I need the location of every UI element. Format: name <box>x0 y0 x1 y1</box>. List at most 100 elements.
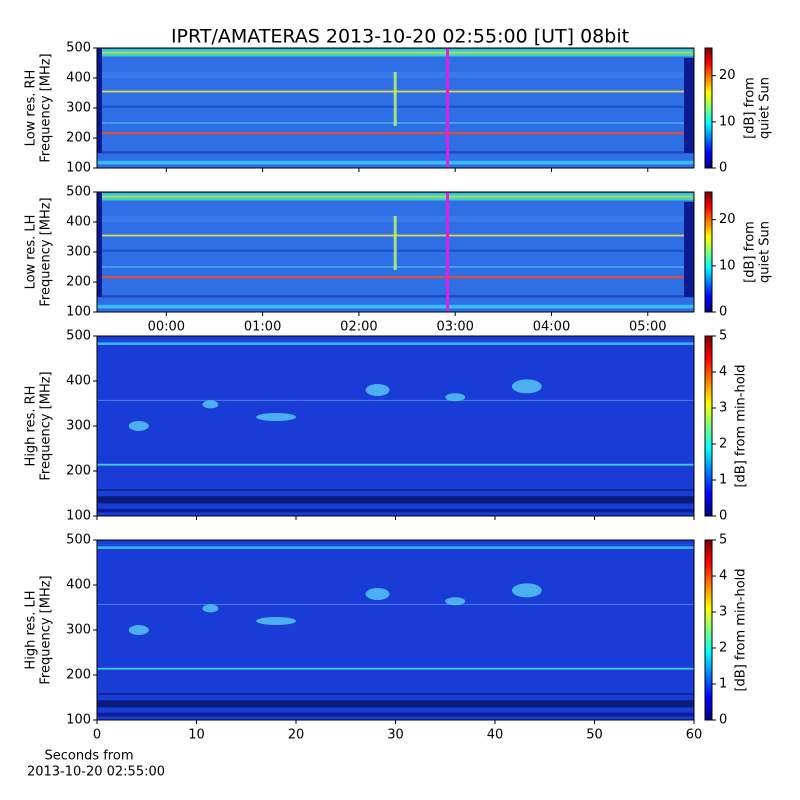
spectrogram-blob <box>365 384 390 396</box>
spectrogram-band <box>97 667 694 670</box>
spectrogram-blob <box>365 588 390 600</box>
colorbar-tick-label: 5 <box>719 533 727 548</box>
spectrogram-band <box>97 496 694 504</box>
x-tick-label: 10 <box>188 728 205 743</box>
spectrogram-band <box>97 693 694 695</box>
colorbar-tick-label: 2 <box>719 437 727 452</box>
x-axis-label: Seconds from <box>44 749 133 764</box>
y-axis-label: High res. RH <box>24 386 39 467</box>
spectrogram-band <box>97 700 694 708</box>
spectrogram-band <box>97 342 694 345</box>
x-tick-label: 05:00 <box>629 320 666 335</box>
x-tick-label: 00:00 <box>148 320 185 335</box>
y-axis-label: Frequency [MHz] <box>39 371 54 480</box>
colorbar-label: quiet Sun <box>758 221 773 283</box>
y-axis-label: Low res. LH <box>24 215 39 290</box>
panel: 100 200 300 400 500 High res. RH Frequency [MH… <box>24 329 749 524</box>
colorbar-tick-label: 10 <box>719 114 736 129</box>
colorbar <box>704 539 713 721</box>
spectrogram-band <box>97 546 694 549</box>
spectrogram-edge <box>97 192 102 297</box>
colorbar-tick-label: 0 <box>719 305 727 320</box>
y-tick-label: 500 <box>66 533 91 548</box>
y-tick-label: 500 <box>66 329 91 344</box>
spectrogram-blob <box>511 583 542 598</box>
x-tick-label: 20 <box>288 728 305 743</box>
y-tick-label: 200 <box>66 275 91 290</box>
colorbar-tick-label: 1 <box>719 473 727 488</box>
y-axis-label: Low res. RH <box>24 70 39 147</box>
spectrogram-edge <box>684 58 694 153</box>
spectrogram-blob <box>202 400 219 409</box>
colorbar-tick-label: 4 <box>719 365 727 380</box>
colorbar-label: [dB] from min-hold <box>734 568 749 691</box>
spectrogram-band <box>97 336 694 516</box>
y-tick-label: 300 <box>66 101 91 116</box>
y-axis-label: Frequency [MHz] <box>39 53 54 162</box>
spectrogram-burst <box>393 216 397 270</box>
colorbar-label: quiet Sun <box>758 77 773 139</box>
spectrogram-band <box>97 712 694 717</box>
colorbar <box>704 191 713 313</box>
x-tick-label: 60 <box>686 728 703 743</box>
y-axis-label: Frequency [MHz] <box>39 575 54 684</box>
spectrogram-blob <box>445 597 466 606</box>
colorbar-tick-label: 3 <box>719 401 727 416</box>
x-tick-label: 04:00 <box>533 320 570 335</box>
colorbar-tick-label: 0 <box>719 161 727 176</box>
spectrogram-band <box>97 508 694 513</box>
y-tick-label: 100 <box>66 161 91 176</box>
y-tick-label: 100 <box>66 305 91 320</box>
y-tick-label: 200 <box>66 668 91 683</box>
colorbar-label: [dB] from <box>743 221 758 283</box>
spectrogram-blob <box>511 379 542 394</box>
x-tick-label: 0 <box>93 728 101 743</box>
x-tick-label: 02:00 <box>340 320 377 335</box>
spectrogram-band <box>97 540 694 720</box>
colorbar-tick-label: 4 <box>719 569 727 584</box>
y-tick-label: 100 <box>66 713 91 728</box>
colorbar-label: [dB] from min-hold <box>734 364 749 487</box>
spectrogram-band <box>97 52 694 54</box>
colorbar-tick-label: 20 <box>719 68 736 83</box>
y-tick-label: 200 <box>66 464 91 479</box>
spectrogram-band <box>97 463 694 466</box>
x-tick-label: 01:00 <box>244 320 281 335</box>
spectrogram-edge <box>684 202 694 297</box>
x-axis-label: 2013-10-20 02:55:00 <box>27 765 165 780</box>
y-tick-label: 400 <box>66 578 91 593</box>
spectrogram-blob <box>202 604 219 613</box>
colorbar-tick-label: 2 <box>719 641 727 656</box>
spectrogram-band <box>97 295 694 298</box>
y-tick-label: 200 <box>66 131 91 146</box>
spectrogram-blob <box>445 393 466 402</box>
x-tick-label: 30 <box>387 728 404 743</box>
colorbar-tick-label: 1 <box>719 677 727 692</box>
x-tick-label: 40 <box>487 728 504 743</box>
spectrogram-band <box>97 276 694 279</box>
y-tick-label: 100 <box>66 509 91 524</box>
spectrogram-band <box>97 151 694 154</box>
colorbar-tick-label: 5 <box>719 329 727 344</box>
spectrogram-band <box>97 196 694 198</box>
x-tick-label: 03:00 <box>436 320 473 335</box>
spectrogram-edge <box>97 48 102 153</box>
y-tick-label: 400 <box>66 71 91 86</box>
y-tick-label: 400 <box>66 374 91 389</box>
spectrogram-band <box>97 543 694 546</box>
spectrogram-blob <box>128 421 149 431</box>
y-tick-label: 400 <box>66 215 91 230</box>
y-axis-label: High res. LH <box>24 590 39 669</box>
y-tick-label: 300 <box>66 419 91 434</box>
colorbar-tick-label: 0 <box>719 509 727 524</box>
y-tick-label: 500 <box>66 41 91 56</box>
spectrogram-band <box>97 399 694 401</box>
colorbar-tick-label: 3 <box>719 605 727 620</box>
spectrogram-band <box>97 304 694 309</box>
colorbar <box>704 47 713 169</box>
spectrogram-band <box>97 132 694 135</box>
